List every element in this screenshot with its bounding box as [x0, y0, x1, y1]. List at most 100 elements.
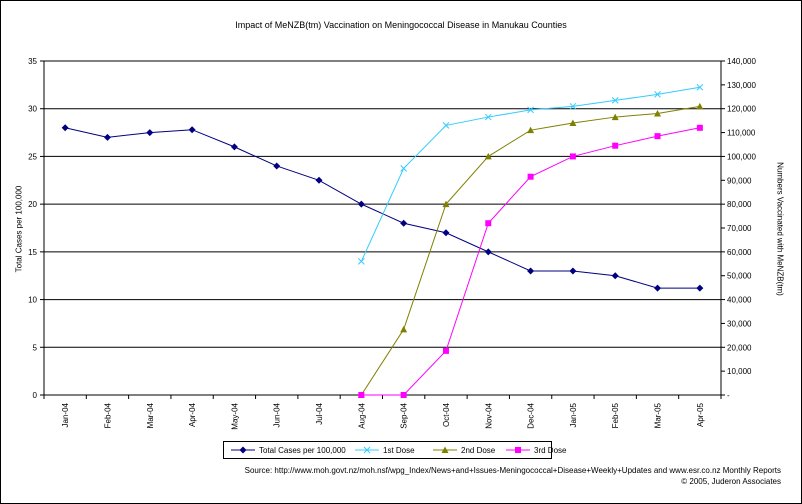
series-1-point: [654, 284, 662, 292]
series-2-point-stroke: [611, 97, 619, 104]
chart-legend: Total Cases per 100,000 1st Dose 2nd Dose 3…: [223, 441, 566, 459]
y-right-tick-label: -: [727, 391, 730, 400]
y-right-tick-label: 100,000: [727, 152, 756, 161]
y-right-tick-label: 90,000: [727, 176, 752, 185]
legend-item: 2nd Dose: [432, 444, 495, 456]
legend-swatch: [355, 446, 379, 454]
y-left-tick-label: 5: [33, 343, 38, 352]
series-2-point-stroke: [357, 258, 365, 265]
series-4-point: [569, 153, 576, 160]
x-tick-label: Feb-05: [611, 402, 620, 428]
series-2-point: [611, 97, 619, 104]
series-line-3: [360, 105, 700, 396]
legend-swatch: [506, 447, 530, 453]
x-tick-label: May-04: [230, 402, 239, 429]
x-tick-label: Nov-04: [484, 402, 493, 428]
x-tick-label: Aug-04: [357, 402, 366, 428]
source-line: Source: http://www.moh.govt.nz/moh.nsf/w…: [244, 466, 781, 475]
series-4-point: [612, 142, 619, 149]
series-4-point: [696, 124, 703, 131]
x-tick-label: Feb-04: [103, 402, 112, 428]
series-2-point-stroke: [696, 83, 704, 91]
series-4-point: [442, 347, 449, 354]
legend-label: 3rd Dose: [534, 445, 567, 455]
legend-label: 1st Dose: [383, 445, 415, 455]
series-3-point: [696, 102, 704, 110]
x-tick-label: Jul-04: [315, 402, 324, 424]
x-tick-label: Jan-04: [61, 402, 70, 427]
series-1-point: [103, 133, 111, 141]
legend-swatch-marker: [441, 446, 449, 453]
legend-swatch: [433, 446, 457, 453]
legend-swatch-marker-stroke: [363, 446, 371, 454]
series-1-point: [484, 248, 492, 256]
legend-item: Total Cases per 100,000: [230, 444, 346, 456]
series-2-point-stroke: [569, 102, 577, 110]
x-tick-label: Mar-04: [146, 402, 155, 428]
series-1-point: [188, 126, 196, 134]
series-3-point: [400, 325, 408, 333]
x-tick-label: Jan-05: [569, 402, 578, 427]
series-3-point: [527, 126, 535, 134]
series-3-point: [611, 113, 619, 121]
legend-swatch-marker: [515, 447, 521, 453]
copyright-line: © 2005, Juderon Associates: [681, 477, 781, 486]
legend-swatch-marker: [239, 446, 247, 454]
series-1-point: [696, 284, 704, 292]
y-right-tick-label: 20,000: [727, 343, 752, 352]
series-1-point: [569, 267, 577, 275]
series-1-point: [527, 267, 535, 275]
y-right-tick-label: 30,000: [727, 319, 752, 328]
legend-swatch: [231, 446, 255, 454]
series-2-point: [527, 106, 534, 114]
series-3-point: [484, 152, 492, 160]
series-1-point: [611, 272, 619, 280]
series-2-point: [400, 165, 408, 172]
series-3-point: [654, 109, 662, 117]
series-2-point-stroke: [442, 122, 450, 129]
y-right-tick-label: 50,000: [727, 272, 752, 281]
chart-title: Impact of MeNZB(tm) Vaccination on Menin…: [235, 20, 567, 30]
y-left-tick-label: 10: [28, 296, 37, 305]
series-1-point: [146, 129, 154, 137]
y-right-tick-label: 120,000: [727, 105, 756, 114]
series-2-point-stroke: [400, 165, 408, 172]
x-tick-label: Jun-04: [273, 402, 282, 427]
y-axis-right-label: Numbers Vaccinated with MeNZB(tm): [775, 162, 785, 296]
series-2-point-stroke: [654, 91, 661, 98]
legend-item: 3rd Dose: [505, 444, 566, 456]
legend-label: Total Cases per 100,000: [259, 445, 346, 455]
y-right-tick-label: 140,000: [727, 57, 756, 66]
y-left-tick-label: 20: [28, 200, 37, 209]
y-left-tick-label: 35: [28, 57, 37, 66]
y-left-tick-label: 30: [28, 105, 37, 114]
x-tick-label: Oct-04: [442, 402, 451, 427]
x-tick-label: Mar-05: [654, 402, 663, 428]
y-right-tick-label: 80,000: [727, 200, 752, 209]
series-2-point-stroke: [527, 106, 534, 114]
y-right-tick-label: 40,000: [727, 296, 752, 305]
series-1-point: [400, 219, 408, 227]
series-4-point: [358, 392, 365, 398]
series-4-point: [400, 392, 407, 398]
series-1-point: [61, 124, 69, 132]
series-2-point: [696, 83, 704, 91]
series-1-point: [315, 176, 323, 184]
x-tick-label: Apr-04: [188, 402, 197, 427]
series-2-point: [442, 122, 450, 129]
series-1-point: [442, 229, 450, 237]
series-line-4: [361, 127, 700, 396]
series-2-point: [357, 258, 365, 265]
series-2-point: [569, 102, 577, 110]
source-note: Source: http://www.moh.govt.nz/moh.nsf/w…: [245, 465, 781, 487]
series-3-point: [442, 200, 450, 208]
series-line-1: [65, 127, 700, 289]
legend-item: 1st Dose: [354, 444, 415, 456]
series-2-point-stroke: [484, 113, 492, 121]
y-right-tick-label: 60,000: [727, 248, 752, 257]
y-axis-left-label: Total Cases per 100,000: [14, 185, 24, 273]
y-left-tick-label: 15: [28, 248, 37, 257]
series-3-point: [569, 119, 577, 127]
series-4-point: [485, 220, 492, 227]
